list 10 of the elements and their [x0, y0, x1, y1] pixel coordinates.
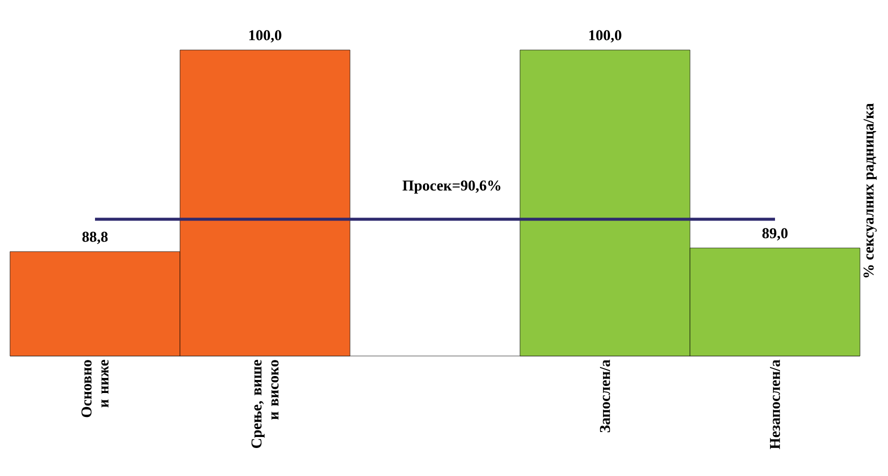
data-label: 100,0: [249, 30, 282, 42]
x-tick-label: Незапослен/а: [770, 360, 780, 450]
y-axis-title: % сексуалних радница/ка: [864, 103, 877, 278]
x-tick-label: Основно и ниже: [81, 360, 109, 418]
x-tick-label: Срење, више и високо: [251, 360, 279, 448]
ref-line-label: Просек=90,6%: [402, 180, 500, 194]
x-tick-label: Запослен/а: [600, 360, 610, 432]
data-label: 89,0: [762, 228, 788, 240]
data-label: 100,0: [589, 30, 622, 42]
data-label: 88,8: [82, 232, 108, 244]
